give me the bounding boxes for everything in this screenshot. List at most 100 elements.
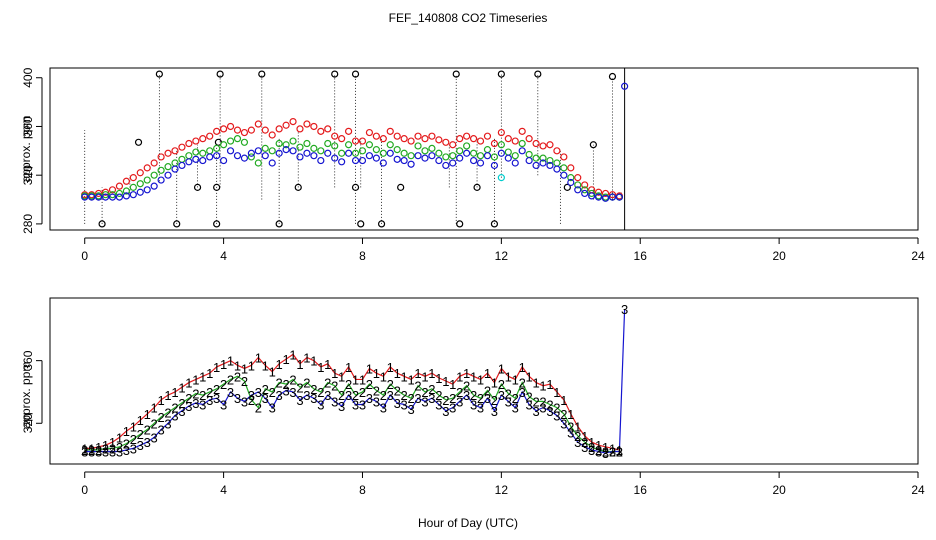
series-2-label: 2 — [477, 391, 484, 406]
cyan-point — [497, 174, 505, 182]
series-2-point — [442, 153, 450, 161]
series-1-label: 1 — [255, 351, 262, 366]
series-3-label: 3 — [366, 391, 373, 406]
series-1-point — [546, 141, 554, 149]
series-2-label: 2 — [546, 397, 553, 412]
series-3-label: 3 — [512, 401, 519, 416]
series-1-label: 1 — [539, 379, 546, 394]
series-1-label: 1 — [595, 438, 602, 453]
range-marker-point — [351, 183, 360, 191]
series-1-point — [289, 117, 297, 126]
series-1-label: 1 — [602, 440, 609, 455]
series-2-label: 2 — [123, 437, 130, 452]
series-1-label: 1 — [109, 435, 116, 450]
series-3-point — [178, 161, 186, 170]
bottom-series-lines — [84, 308, 626, 454]
series-2-point — [275, 139, 283, 148]
series-2-point — [400, 149, 408, 157]
series-3-point — [518, 147, 526, 155]
series-2-point — [518, 139, 526, 148]
series-3-point — [379, 159, 387, 167]
top-x-tick-label: 4 — [220, 249, 227, 263]
series-3-label: 3 — [102, 444, 109, 459]
series-1-label: 1 — [248, 358, 255, 373]
series-1-point — [344, 127, 353, 135]
series-1-point — [456, 135, 464, 143]
series-3-label: 3 — [130, 441, 137, 456]
series-1-label: 1 — [185, 376, 192, 391]
series-2-point — [129, 183, 137, 191]
series-1-point — [483, 132, 492, 140]
series-3-point — [615, 193, 624, 201]
series-3-label: 3 — [137, 438, 144, 453]
series-3-label: 3 — [621, 302, 628, 317]
series-1-label: 1 — [449, 377, 456, 392]
series-3-point — [157, 176, 165, 184]
series-3-label: 3 — [401, 397, 408, 412]
series-2-label: 2 — [282, 377, 289, 392]
series-3-label: 3 — [421, 394, 428, 409]
series-1-point — [351, 137, 360, 145]
series-1-label: 1 — [102, 438, 109, 453]
series-3-point — [199, 156, 207, 165]
series-1-label: 1 — [262, 358, 269, 373]
series-1-label: 1 — [421, 369, 428, 384]
series-1-point — [601, 189, 610, 198]
series-2-label: 2 — [310, 382, 317, 397]
series-2-point — [567, 174, 575, 182]
series-3-point — [150, 182, 158, 190]
series-1-point — [171, 147, 179, 155]
series-1-point — [414, 132, 422, 140]
top-x-tick-label: 0 — [81, 249, 88, 263]
series-1-label: 1 — [609, 441, 616, 456]
series-1-label: 1 — [387, 360, 394, 375]
bottom-x-tick-label: 12 — [495, 483, 509, 497]
series-1-label: 1 — [519, 360, 526, 375]
series-3-point — [115, 193, 124, 201]
series-3-label: 3 — [164, 416, 171, 431]
series-3-point — [143, 186, 151, 194]
range-marker-point — [534, 70, 542, 78]
series-2-label: 2 — [81, 443, 88, 458]
series-2-point — [213, 144, 221, 152]
series-1-label: 1 — [366, 361, 373, 376]
top-y-tick-label: 320 — [21, 165, 35, 185]
series-1-label: 1 — [463, 366, 470, 381]
series-3-point — [621, 82, 629, 90]
series-2-point — [317, 147, 325, 155]
series-3-point — [358, 156, 367, 165]
series-2-line — [84, 375, 620, 453]
series-2-label: 2 — [352, 388, 359, 403]
range-marker-point — [173, 220, 181, 228]
series-2-point — [261, 144, 269, 152]
series-3-point — [463, 149, 471, 157]
series-1-label: 1 — [241, 361, 248, 376]
bottom-x-tick-label: 0 — [81, 483, 88, 497]
series-2-label: 2 — [227, 372, 234, 387]
series-3-point — [81, 193, 89, 201]
series-2-label: 2 — [414, 379, 421, 394]
range-marker-point — [213, 220, 221, 228]
series-2-label: 2 — [380, 388, 387, 403]
series-2-point — [539, 154, 547, 162]
series-1-label: 1 — [505, 369, 512, 384]
series-1-label: 1 — [81, 441, 88, 456]
series-3-label: 3 — [595, 444, 602, 459]
series-2-label: 2 — [144, 423, 151, 438]
series-1-label: 1 — [331, 366, 338, 381]
series-3-label: 3 — [380, 401, 387, 416]
series-3-label: 3 — [616, 444, 623, 459]
series-3-label: 3 — [151, 430, 158, 445]
top-ylabel: approx. ppm — [19, 116, 33, 183]
range-marker-point — [331, 70, 339, 78]
series-3-label: 3 — [123, 443, 130, 458]
series-2-label: 2 — [317, 385, 324, 400]
series-3-point — [275, 149, 283, 157]
series-3-label: 3 — [269, 401, 276, 416]
series-1-label: 1 — [581, 429, 588, 444]
series-1-label: 1 — [470, 369, 477, 384]
series-3-label: 3 — [505, 394, 512, 409]
series-2-label: 2 — [449, 391, 456, 406]
series-1-point — [469, 135, 478, 143]
